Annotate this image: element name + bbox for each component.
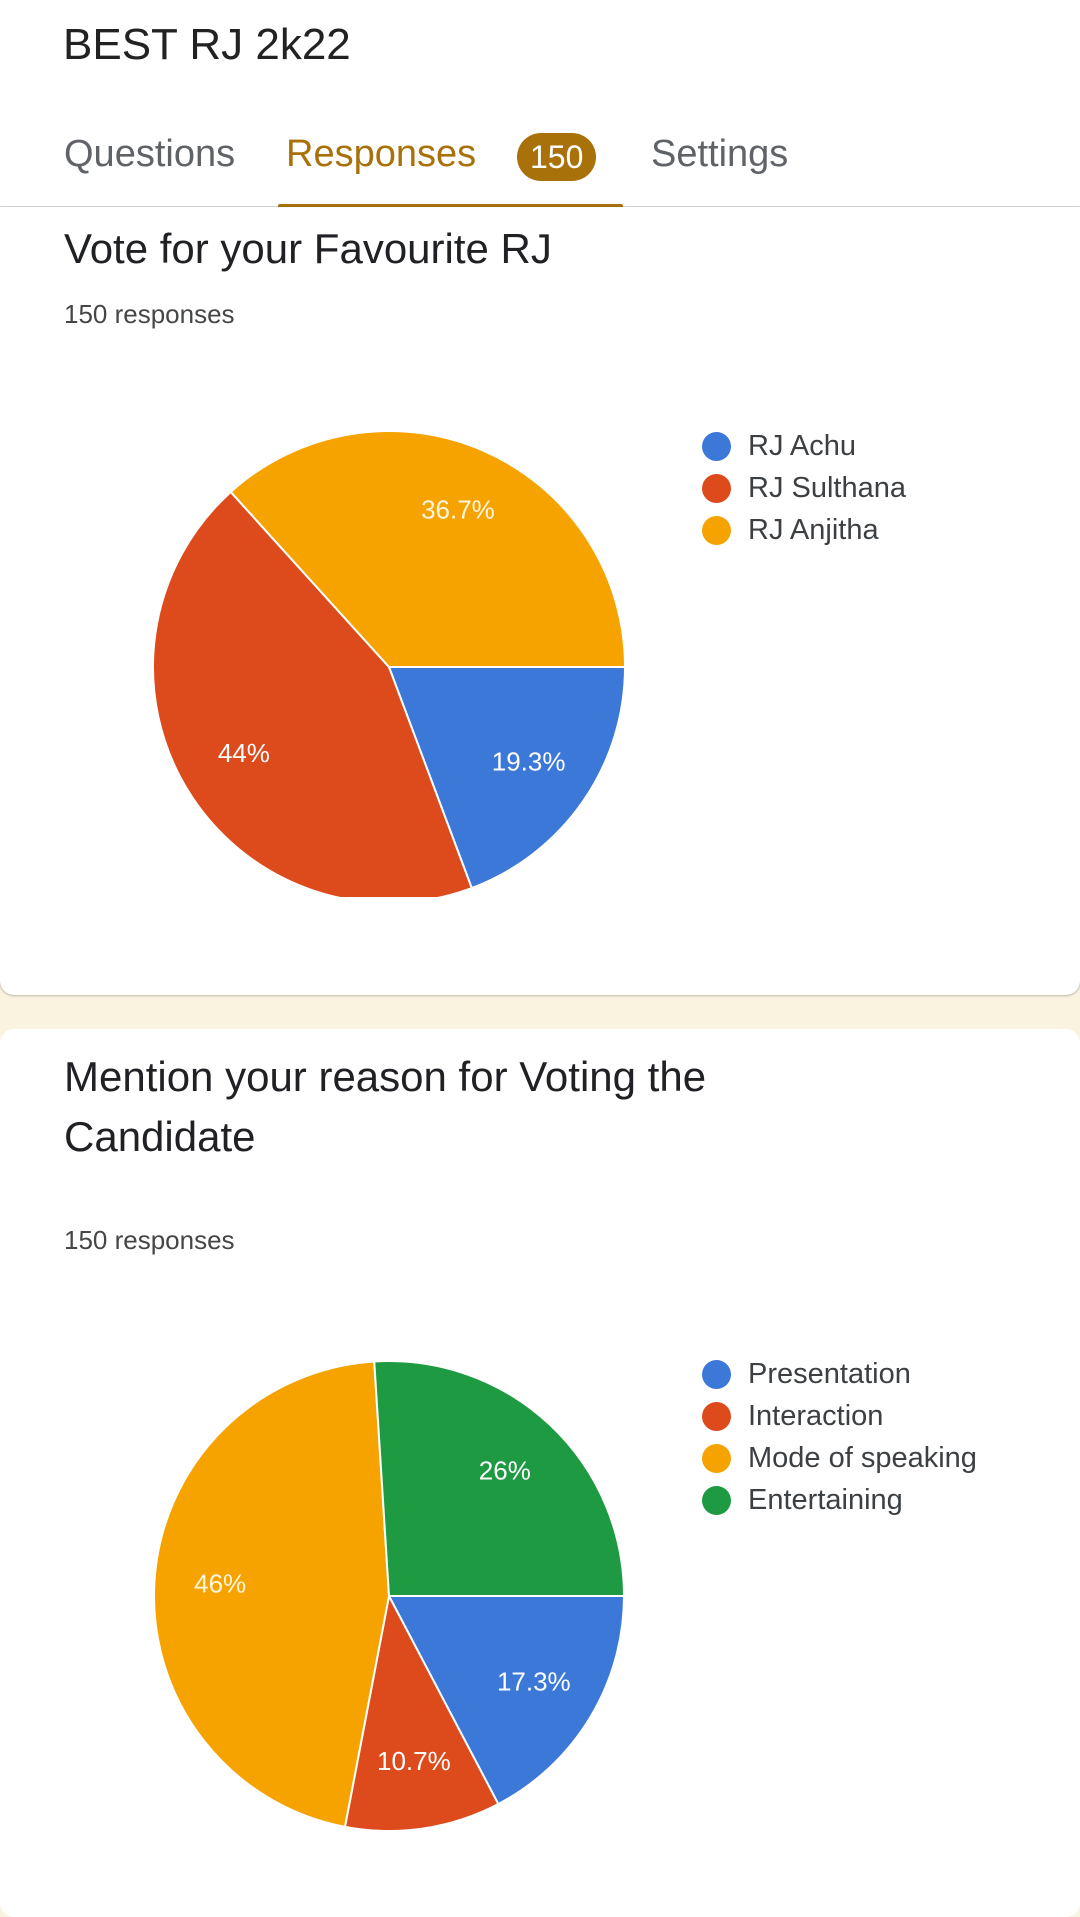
svg-text:19.3%: 19.3% [492, 747, 566, 777]
svg-text:36.7%: 36.7% [421, 495, 495, 525]
svg-text:17.3%: 17.3% [497, 1666, 571, 1696]
svg-text:26%: 26% [479, 1456, 531, 1486]
svg-text:10.7%: 10.7% [377, 1746, 451, 1776]
svg-text:44%: 44% [218, 738, 270, 768]
svg-text:46%: 46% [194, 1568, 246, 1598]
